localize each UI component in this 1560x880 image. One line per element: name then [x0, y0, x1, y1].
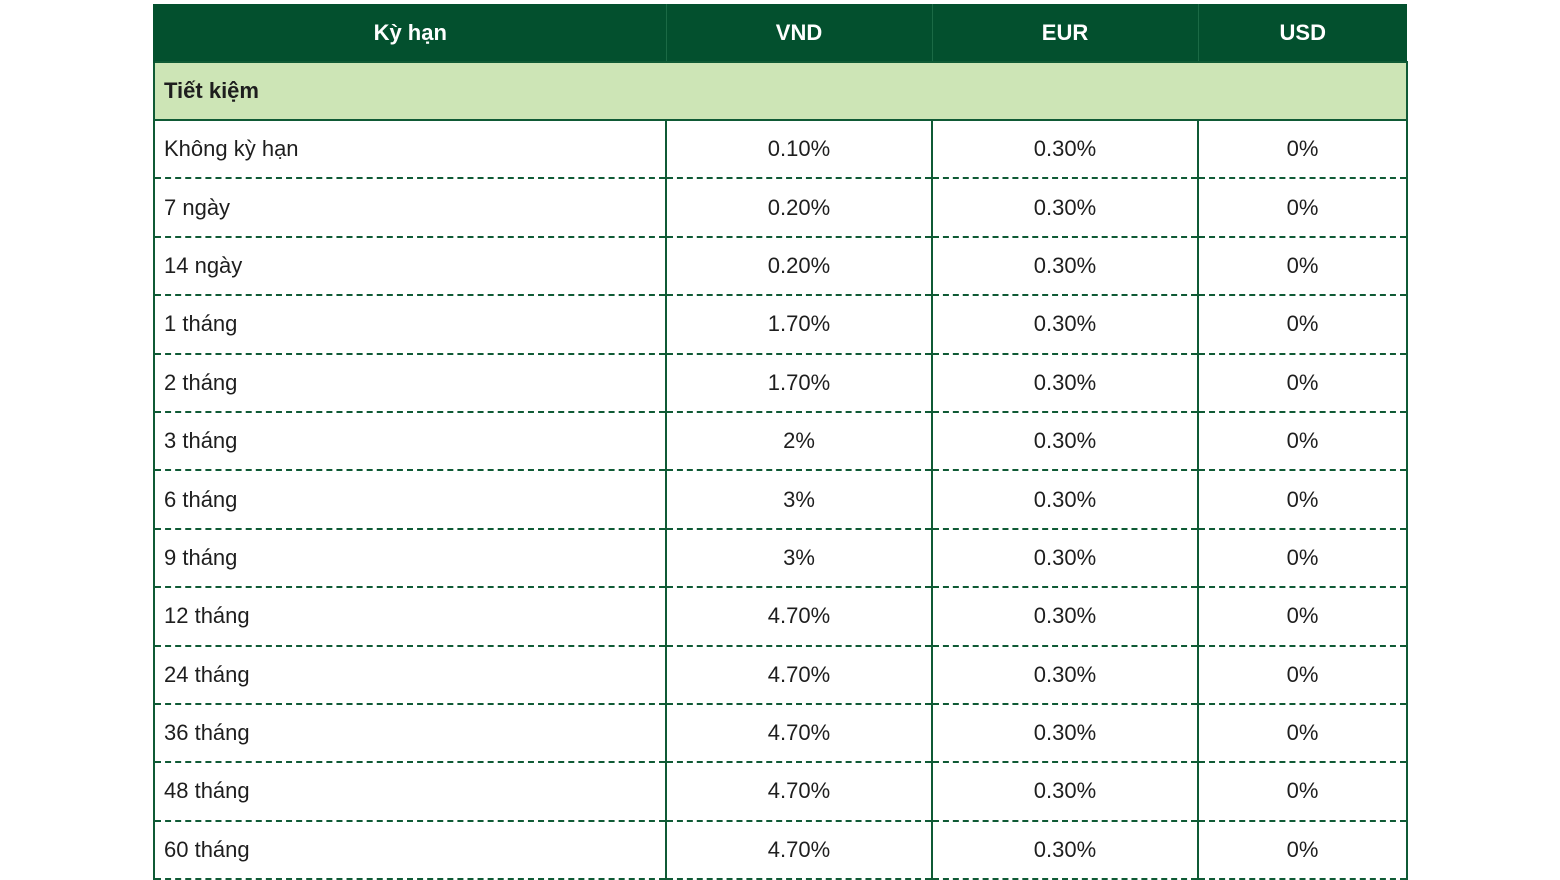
rate-cell: 0.30% — [931, 470, 1199, 530]
rate-cell: 4.70% — [665, 587, 933, 647]
rate-cell: 0% — [1197, 703, 1408, 764]
term-cell: 9 tháng — [153, 528, 667, 589]
rate-cell: 0.30% — [931, 411, 1199, 472]
rate-cell: 4.70% — [665, 645, 933, 705]
rate-cell: 0.30% — [931, 587, 1199, 647]
rate-cell: 0% — [1197, 762, 1408, 822]
rate-cell: 3% — [665, 470, 933, 530]
rate-cell: 0.30% — [931, 762, 1199, 822]
rate-cell: 0% — [1197, 820, 1408, 880]
rate-cell: 0% — [1197, 353, 1408, 413]
term-cell: 1 tháng — [153, 295, 667, 355]
rate-cell: 4.70% — [665, 820, 933, 880]
rate-cell: 0% — [1197, 120, 1408, 180]
term-cell: Không kỳ hạn — [153, 120, 667, 180]
term-cell: 14 ngày — [153, 236, 667, 297]
section-title: Tiết kiệm — [153, 61, 1408, 121]
data-row: 6 tháng 3% 0.30% 0% — [153, 470, 1408, 530]
term-cell: 60 tháng — [153, 820, 667, 880]
term-cell: 36 tháng — [153, 703, 667, 764]
rate-cell: 2% — [665, 411, 933, 472]
rate-cell: 0% — [1197, 528, 1408, 589]
data-row: 3 tháng 2% 0.30% 0% — [153, 411, 1408, 472]
rate-cell: 0.30% — [931, 178, 1199, 238]
term-cell: 24 tháng — [153, 645, 667, 705]
rate-cell: 4.70% — [665, 762, 933, 822]
rate-cell: 0% — [1197, 587, 1408, 647]
rate-cell: 0% — [1197, 645, 1408, 705]
rate-cell: 0% — [1197, 411, 1408, 472]
data-row: 12 tháng 4.70% 0.30% 0% — [153, 587, 1408, 647]
data-row: 2 tháng 1.70% 0.30% 0% — [153, 353, 1408, 413]
term-cell: 3 tháng — [153, 411, 667, 472]
rate-table: Kỳ hạn VND EUR USD Tiết kiệm Không kỳ hạn 0.… — [153, 4, 1408, 880]
rate-cell: 0.30% — [931, 120, 1199, 180]
header-cell: EUR — [931, 4, 1198, 62]
rate-cell: 0% — [1197, 178, 1408, 238]
rate-cell: 0% — [1197, 236, 1408, 297]
rate-cell: 0.30% — [931, 645, 1199, 705]
data-row: 1 tháng 1.70% 0.30% 0% — [153, 295, 1408, 355]
data-row: 14 ngày 0.20% 0.30% 0% — [153, 236, 1408, 297]
term-cell: 48 tháng — [153, 762, 667, 822]
table-header: Kỳ hạn VND EUR USD — [153, 4, 1407, 62]
rate-cell: 0.30% — [931, 353, 1199, 413]
term-cell: 6 tháng — [153, 470, 667, 530]
rate-cell: 0.30% — [931, 236, 1199, 297]
rate-cell: 0.10% — [665, 120, 933, 180]
data-row: 36 tháng 4.70% 0.30% 0% — [153, 703, 1408, 764]
rate-cell: 0% — [1197, 295, 1408, 355]
rate-cell: 0% — [1197, 470, 1408, 530]
data-row: Không kỳ hạn 0.10% 0.30% 0% — [153, 120, 1408, 180]
section-row: Tiết kiệm — [153, 61, 1408, 121]
rate-cell: 0.20% — [665, 178, 933, 238]
rate-cell: 0.30% — [931, 820, 1199, 880]
rate-cell: 0.30% — [931, 703, 1199, 764]
header-row: Kỳ hạn VND EUR USD — [153, 4, 1407, 62]
rate-cell: 0.30% — [931, 295, 1199, 355]
header-cell: Kỳ hạn — [153, 4, 666, 62]
rate-cell: 1.70% — [665, 295, 933, 355]
data-row: 48 tháng 4.70% 0.30% 0% — [153, 762, 1408, 822]
table-body: Tiết kiệm Không kỳ hạn 0.10% 0.30% 0% 7 ngày… — [153, 61, 1408, 880]
term-cell: 2 tháng — [153, 353, 667, 413]
rate-cell: 3% — [665, 528, 933, 589]
data-row: 7 ngày 0.20% 0.30% 0% — [153, 178, 1408, 238]
rate-cell: 0.30% — [931, 528, 1199, 589]
term-cell: 7 ngày — [153, 178, 667, 238]
data-row: 9 tháng 3% 0.30% 0% — [153, 528, 1408, 589]
header-cell: USD — [1197, 4, 1407, 62]
rate-cell: 4.70% — [665, 703, 933, 764]
header-cell: VND — [665, 4, 932, 62]
rate-cell: 0.20% — [665, 236, 933, 297]
data-row: 24 tháng 4.70% 0.30% 0% — [153, 645, 1408, 705]
rate-cell: 1.70% — [665, 353, 933, 413]
data-row: 60 tháng 4.70% 0.30% 0% — [153, 820, 1408, 880]
term-cell: 12 tháng — [153, 587, 667, 647]
